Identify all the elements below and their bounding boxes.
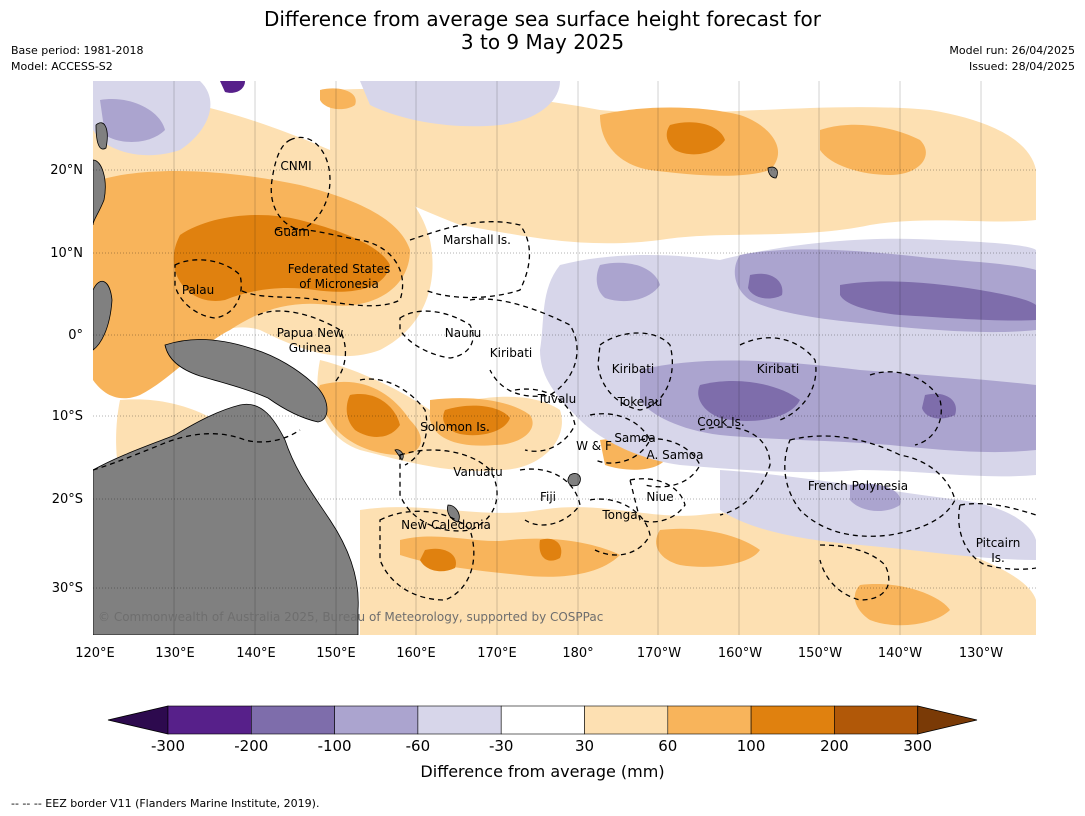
place-label: Federated States (288, 262, 390, 276)
meta-right: Model run: 26/04/2025 Issued: 28/04/2025 (949, 43, 1075, 75)
place-label: Kiribati (490, 346, 532, 360)
lon-label: 180° (562, 646, 593, 661)
colorbar (107, 705, 978, 735)
australia (93, 403, 359, 635)
place-label: Tonga (601, 508, 637, 522)
colorbar-tick-label: -300 (151, 737, 185, 755)
place-label: Guinea (289, 341, 332, 355)
meridians (173, 81, 982, 635)
lon-labels: 120°E 130°E 140°E 150°E 160°E 170°E 180°… (75, 646, 1003, 661)
colorbar-tick-label: 200 (820, 737, 849, 755)
place-label: Niue (646, 490, 673, 504)
anomaly-neg-200-100 (698, 273, 1036, 421)
lon-label: 150°E (316, 646, 356, 661)
place-label: CNMI (280, 159, 311, 173)
new-guinea (164, 339, 328, 423)
lon-label: 150°W (798, 646, 842, 661)
land (93, 122, 778, 635)
colorbar-bin (251, 705, 335, 735)
model-run: Model run: 26/04/2025 (949, 44, 1075, 57)
lon-label: 140°E (236, 646, 276, 661)
place-label: Tokelau (617, 395, 663, 409)
place-label: Fiji (540, 490, 556, 504)
lat-labels: 20°N 10°N 0° 10°S 20°S 30°S (50, 163, 83, 596)
lon-label: 160°E (396, 646, 436, 661)
meta-left: Base period: 1981-2018 Model: ACCESS-S2 (11, 43, 143, 75)
place-label: New Caledonia (401, 518, 491, 532)
colorbar-tick-label: 100 (737, 737, 766, 755)
colorbar-bin (500, 705, 585, 735)
lat-label: 0° (68, 328, 83, 343)
colorbar-tick-label: -60 (406, 737, 431, 755)
place-label: Kiribati (757, 362, 799, 376)
place-label: Is. (991, 551, 1005, 565)
place-label: Kiribati (612, 362, 654, 376)
place-label: Samoa (614, 431, 655, 445)
colorbar-bin (834, 705, 919, 735)
place-label: Tuvalu (537, 392, 577, 406)
place-label: of Micronesia (299, 277, 379, 291)
borneo (93, 280, 113, 351)
lat-label: 20°N (50, 163, 83, 178)
copyright-text: © Commonwealth of Australia 2025, Bureau… (98, 610, 603, 624)
colorbar-bin (417, 705, 502, 735)
philippines (93, 159, 106, 226)
place-label: Solomon Is. (420, 420, 490, 434)
colorbar-title: Difference from average (mm) (420, 762, 665, 781)
lon-label: 120°E (75, 646, 115, 661)
lon-label: 170°W (637, 646, 681, 661)
colorbar-bin (667, 705, 752, 735)
colorbar-tick-label: 60 (658, 737, 677, 755)
model-name: Model: ACCESS-S2 (11, 60, 113, 73)
place-label: Marshall Is. (443, 233, 511, 247)
lat-label: 10°S (52, 409, 83, 424)
lon-label: 160°W (718, 646, 762, 661)
graticule (93, 169, 1036, 589)
place-label: Cook Is. (697, 415, 744, 429)
taiwan (95, 122, 108, 150)
title-line-2: 3 to 9 May 2025 (460, 30, 625, 54)
place-label: A. Samoa (647, 448, 704, 462)
place-labels: CNMI Guam Marshall Is. Federated States … (182, 159, 1020, 565)
colorbar-extend-max (917, 705, 978, 735)
place-label: Palau (182, 283, 214, 297)
lon-label: 170°E (477, 646, 517, 661)
map-area: © Commonwealth of Australia 2025, Bureau… (93, 81, 1036, 635)
colorbar-bin (584, 705, 669, 735)
lat-label: 20°S (52, 492, 83, 507)
place-label: Guam (274, 225, 310, 239)
colorbar-extend-min (107, 705, 169, 735)
place-label: W & F (576, 439, 612, 453)
colorbar-bin (334, 705, 419, 735)
lat-label: 30°S (52, 581, 83, 596)
colorbar-tick-label: -100 (318, 737, 352, 755)
place-label: French Polynesia (808, 479, 908, 493)
place-label: Nauru (445, 326, 481, 340)
colorbar-bin (167, 705, 252, 735)
lon-label: 140°W (878, 646, 922, 661)
place-label: Vanuatu (453, 465, 503, 479)
lon-label: 130°E (155, 646, 195, 661)
eez-borders (93, 136, 1036, 601)
colorbar-tick-label: 300 (903, 737, 932, 755)
colorbar-tick-label: -30 (489, 737, 514, 755)
anomaly-100-200 (173, 122, 725, 572)
footer-note: -- -- -- EEZ border V11 (Flanders Marine… (11, 797, 320, 810)
anomaly-neg-300-200 (220, 81, 245, 93)
lon-label: 130°W (959, 646, 1003, 661)
map-title: Difference from average sea surface heig… (0, 8, 1085, 54)
colorbar-ticks: -300 -200 -100 -60 -30 30 60 100 200 300 (151, 737, 932, 755)
place-label: Pitcairn (976, 536, 1021, 550)
title-line-1: Difference from average sea surface heig… (263, 7, 822, 31)
colorbar-bin (750, 705, 835, 735)
colorbar-tick-label: 30 (575, 737, 594, 755)
lat-label: 10°N (50, 246, 83, 261)
base-period: Base period: 1981-2018 (11, 44, 144, 57)
issued-date: Issued: 28/04/2025 (968, 60, 1075, 73)
place-label: Papua New (277, 326, 344, 340)
colorbar-tick-label: -200 (234, 737, 268, 755)
